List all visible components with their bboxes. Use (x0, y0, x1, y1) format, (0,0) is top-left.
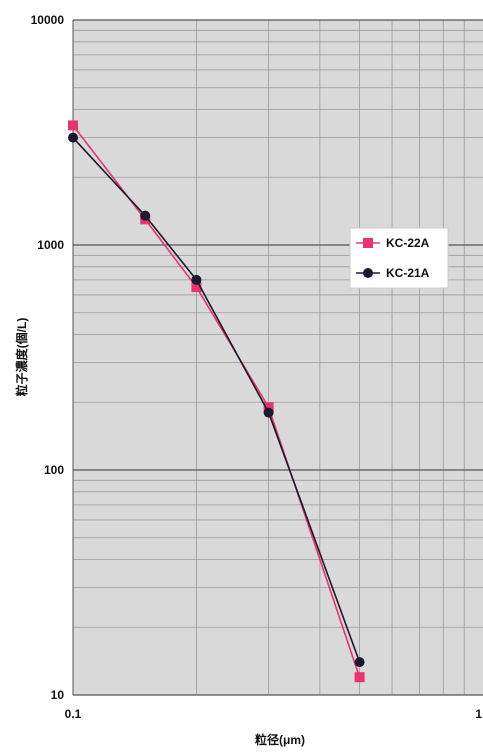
y-tick-label: 10 (51, 688, 65, 702)
x-axis-title: 粒径(μm) (255, 732, 305, 747)
data-point-KC-22A (68, 120, 78, 131)
legend-marker (363, 238, 373, 248)
x-tick-label: 1 (475, 707, 482, 721)
data-point-KC-21A (263, 407, 274, 418)
y-axis-title: 粒子濃度(個/L) (14, 318, 29, 397)
legend-items: KC-22A KC-21A (356, 236, 430, 280)
data-point-KC-21A (68, 132, 78, 143)
y-tick-labels: 10 100 1000 10000 (31, 13, 65, 702)
x-tick-label: 0.1 (65, 707, 82, 721)
data-point-KC-22A (354, 672, 365, 683)
legend-label: KC-21A (386, 266, 430, 280)
y-tick-label: 10000 (31, 13, 65, 27)
legend: KC-22A KC-21A (349, 227, 449, 289)
y-tick-label: 1000 (37, 238, 64, 252)
data-point-KC-22A (191, 282, 202, 293)
y-tick-label: 100 (44, 463, 64, 477)
legend-label: KC-22A (386, 236, 430, 250)
legend-marker (363, 268, 373, 278)
data-point-KC-21A (354, 657, 365, 668)
x-tick-labels: 0.1 1 (65, 707, 483, 721)
series-layer (68, 120, 365, 683)
data-point-KC-21A (191, 274, 202, 285)
data-point-KC-21A (140, 210, 151, 221)
plot-area (73, 20, 483, 695)
data-point-KC-22A (263, 402, 274, 413)
